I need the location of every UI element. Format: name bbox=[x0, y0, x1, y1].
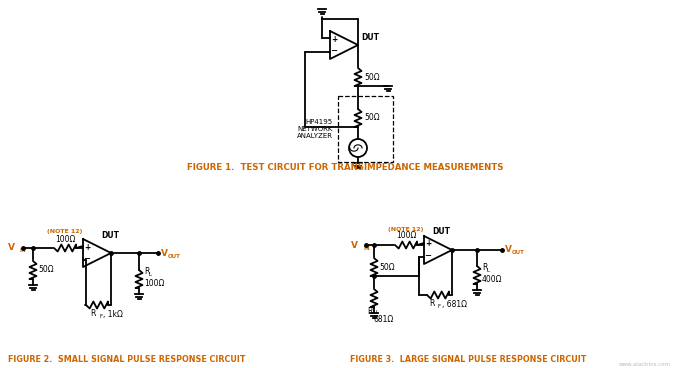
Text: R: R bbox=[430, 300, 435, 308]
Text: , 1kΩ: , 1kΩ bbox=[103, 309, 123, 318]
Text: L: L bbox=[486, 269, 489, 273]
Text: (NOTE 12): (NOTE 12) bbox=[48, 230, 83, 234]
Text: (NOTE 12): (NOTE 12) bbox=[388, 226, 424, 231]
Text: 100Ω: 100Ω bbox=[144, 279, 164, 287]
Text: 100Ω: 100Ω bbox=[55, 234, 75, 244]
Text: V: V bbox=[351, 241, 358, 250]
Text: 50Ω: 50Ω bbox=[364, 113, 380, 123]
Text: −: − bbox=[424, 251, 431, 261]
Text: 50Ω: 50Ω bbox=[38, 265, 54, 275]
Text: R: R bbox=[368, 307, 373, 315]
Text: IN: IN bbox=[363, 245, 370, 251]
Text: +: + bbox=[84, 243, 90, 251]
Text: DUT: DUT bbox=[361, 32, 379, 42]
Text: R: R bbox=[144, 268, 149, 276]
Text: www.alactrins.com: www.alactrins.com bbox=[619, 361, 671, 367]
Text: 50Ω: 50Ω bbox=[379, 262, 395, 272]
Text: FIGURE 1.  TEST CIRCUIT FOR TRANSIMPEDANCE MEASUREMENTS: FIGURE 1. TEST CIRCUIT FOR TRANSIMPEDANC… bbox=[187, 163, 503, 171]
Text: OUT: OUT bbox=[511, 251, 524, 255]
Text: R: R bbox=[482, 263, 487, 272]
Text: DUT: DUT bbox=[432, 227, 450, 237]
Text: 681Ω: 681Ω bbox=[373, 315, 393, 325]
Text: FIGURE 2.  SMALL SIGNAL PULSE RESPONSE CIRCUIT: FIGURE 2. SMALL SIGNAL PULSE RESPONSE CI… bbox=[8, 355, 246, 364]
Text: , 681Ω: , 681Ω bbox=[442, 300, 467, 308]
Text: 100Ω: 100Ω bbox=[396, 231, 416, 241]
Text: F: F bbox=[99, 314, 102, 318]
Text: L: L bbox=[148, 272, 152, 277]
Text: I: I bbox=[376, 311, 377, 315]
Text: V: V bbox=[505, 245, 512, 255]
Text: DUT: DUT bbox=[101, 230, 119, 240]
Text: V: V bbox=[8, 244, 15, 252]
Text: 50Ω: 50Ω bbox=[364, 72, 380, 81]
Text: FIGURE 3.  LARGE SIGNAL PULSE RESPONSE CIRCUIT: FIGURE 3. LARGE SIGNAL PULSE RESPONSE CI… bbox=[350, 355, 586, 364]
Text: +: + bbox=[331, 35, 337, 43]
Text: 400Ω: 400Ω bbox=[482, 275, 502, 283]
Bar bbox=[338, 96, 393, 162]
Text: HP4195
NETWORK
ANALYZER: HP4195 NETWORK ANALYZER bbox=[297, 119, 333, 139]
Text: −: − bbox=[331, 46, 337, 56]
Text: +: + bbox=[425, 240, 431, 248]
Text: V: V bbox=[161, 248, 168, 258]
Text: −: − bbox=[83, 255, 90, 263]
Text: IN: IN bbox=[20, 248, 27, 254]
Text: OUT: OUT bbox=[168, 254, 180, 258]
Text: R: R bbox=[90, 309, 96, 318]
Text: F: F bbox=[438, 304, 441, 308]
